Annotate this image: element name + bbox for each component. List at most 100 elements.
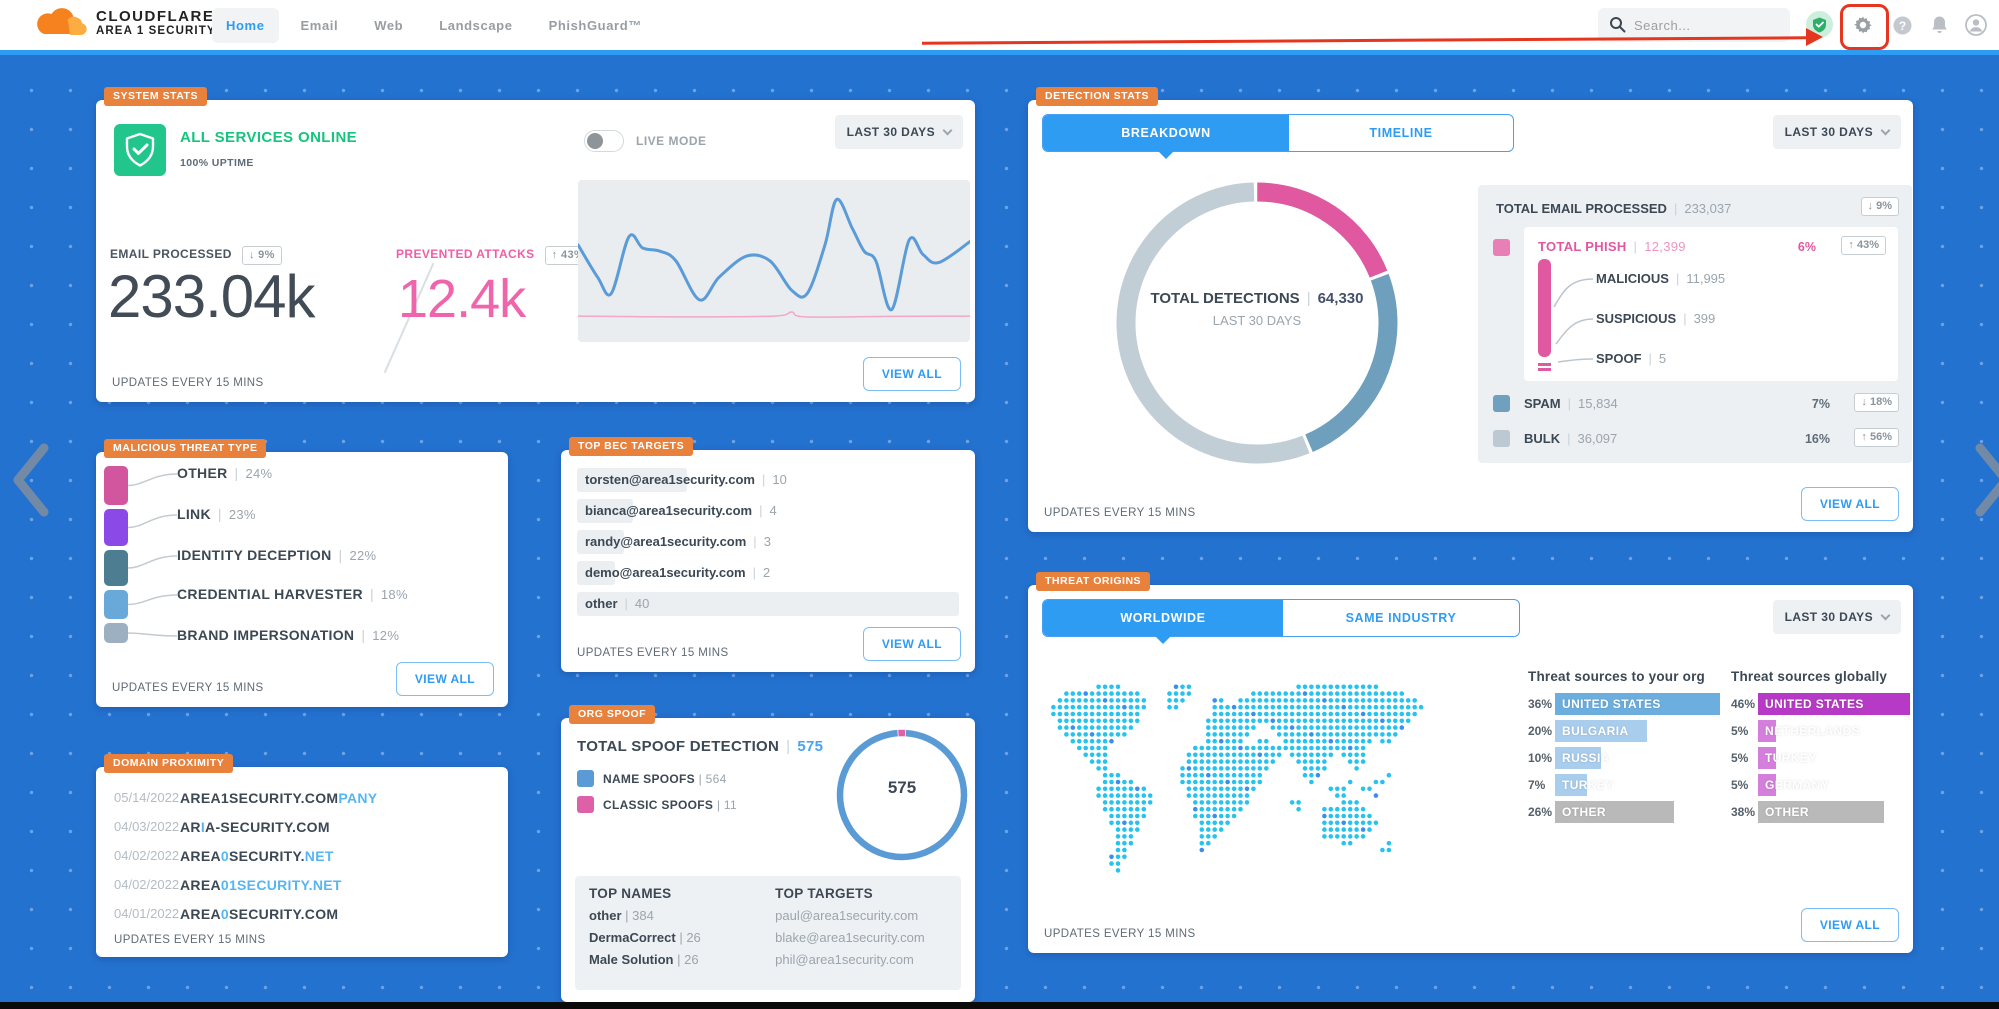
tab-timeline[interactable]: TIMELINE: [1369, 126, 1433, 140]
view-all-button[interactable]: VIEW ALL: [862, 627, 961, 661]
domain-list: 05/14/2022 AREA1SECURITY.COMPANY 04/03/202…: [96, 783, 508, 928]
bec-bar: [577, 561, 615, 585]
email-breakdown-panel: TOTAL EMAIL PROCESSED | 233,037 ↓ 9% TOTAL…: [1478, 185, 1912, 463]
nav-item-email[interactable]: Email: [300, 17, 339, 33]
top-target-row: phil@area1security.com: [775, 952, 914, 967]
nav-item-home[interactable]: Home: [212, 7, 279, 43]
bec-target-row[interactable]: bianca@area1security.com | 4: [577, 499, 959, 523]
services-status-text: ALL SERVICES ONLINE: [180, 129, 358, 146]
nav-item-phishguard[interactable]: PhishGuard™: [548, 17, 642, 33]
help-button[interactable]: ?: [1888, 11, 1916, 39]
threat-type-swatch: [104, 623, 128, 643]
threat-type-row: IDENTITY DECEPTION | 22%: [177, 547, 377, 563]
spoof-donut-chart: [836, 729, 968, 861]
brand-subtitle: AREA 1 SECURITY: [96, 24, 216, 37]
spam-row: SPAM | 15,834: [1524, 396, 1618, 411]
bec-label: torsten@area1security.com | 10: [585, 472, 787, 487]
range-dropdown[interactable]: LAST 30 DAYS: [1772, 115, 1901, 149]
top-targets-header: TOP TARGETS: [775, 886, 873, 901]
spoof-legend: NAME SPOOFS | 564 CLASSIC SPOOFS | 11: [577, 770, 737, 822]
bec-target-row[interactable]: randy@area1security.com | 3: [577, 530, 959, 554]
domain-row[interactable]: 04/01/2022 AREA0SECURITY.COM: [96, 899, 508, 928]
chevron-down-icon: [942, 125, 953, 135]
top-names-list: other | 384 DermaCorrect | 26 Male Solutio…: [589, 905, 775, 971]
spoof-legend-item: NAME SPOOFS | 564: [577, 770, 737, 787]
updates-note: UPDATES EVERY 15 MINS: [1044, 928, 1196, 940]
domain-row[interactable]: 04/02/2022 AREA01SECURITY.NET: [96, 870, 508, 899]
top-target-row: paul@area1security.com: [775, 908, 919, 923]
malicious-threat-type-card: MALICIOUS THREAT TYPE OTHER | 24% LINK | 23% I…: [96, 439, 508, 707]
view-all-button[interactable]: VIEW ALL: [1800, 487, 1899, 521]
origin-percent: 10%: [1528, 751, 1553, 765]
card-tag: ORG SPOOF: [569, 705, 656, 724]
origin-row-unitedstates: 36% UNITED STATES: [1528, 693, 1720, 715]
bec-label: randy@area1security.com | 3: [585, 534, 771, 549]
origin-bar: UNITED STATES: [1758, 693, 1910, 715]
bec-label: demo@area1security.com | 2: [585, 565, 771, 580]
account-button[interactable]: [1962, 11, 1990, 39]
carousel-next-button[interactable]: [1972, 440, 1999, 520]
updates-note: UPDATES EVERY 15 MINS: [577, 647, 729, 659]
origin-bar: BULGARIA: [1555, 720, 1647, 742]
origin-row-russia: 10% RUSSIA: [1528, 747, 1609, 769]
carousel-prev-button[interactable]: [6, 440, 52, 520]
view-all-button[interactable]: VIEW ALL: [862, 357, 961, 391]
spam-swatch: [1493, 395, 1510, 412]
brand-name: CLOUDFLARE: [96, 8, 215, 26]
view-all-button[interactable]: VIEW ALL: [1800, 908, 1899, 942]
org-spoof-card: ORG SPOOF TOTAL SPOOF DETECTION | 575 NAME…: [561, 705, 975, 1002]
threat-type-swatch: [104, 550, 128, 586]
origin-bar: OTHER: [1758, 801, 1884, 823]
domain-row[interactable]: 05/14/2022 AREA1SECURITY.COMPANY: [96, 783, 508, 812]
bec-target-row[interactable]: demo@area1security.com | 2: [577, 561, 959, 585]
spam-delta-badge: ↓ 18%: [1854, 393, 1899, 412]
total-email-delta-badge: ↓ 9%: [1860, 197, 1899, 216]
total-phish-row: TOTAL PHISH | 12,399: [1538, 239, 1686, 254]
origin-percent: 5%: [1731, 751, 1749, 765]
cloudflare-logo[interactable]: CLOUDFLARE AREA 1 SECURITY: [36, 4, 216, 42]
bec-target-row[interactable]: other | 40: [577, 592, 959, 616]
screen-bottom-bar: [0, 1002, 1999, 1009]
bec-bar: [577, 468, 687, 492]
settings-button[interactable]: [1849, 11, 1877, 39]
annotation-highlight-box: [1840, 4, 1889, 50]
card-tag: DOMAIN PROXIMITY: [104, 754, 234, 773]
phish-sub-connectors: [1553, 278, 1594, 363]
top-name-row: other | 384: [589, 908, 654, 923]
bec-target-row[interactable]: torsten@area1security.com | 10: [577, 468, 959, 492]
chevron-down-icon: [1880, 125, 1891, 135]
origin-row-bulgaria: 20% BULGARIA: [1528, 720, 1647, 742]
nav-item-web[interactable]: Web: [374, 17, 404, 33]
nav-accent-bar: [0, 50, 1999, 55]
origin-bar: TURKEY: [1555, 774, 1613, 796]
tab-breakdown[interactable]: BREAKDOWN: [1043, 115, 1289, 159]
updates-note: UPDATES EVERY 15 MINS: [1044, 507, 1196, 519]
phish-breakdown-box: TOTAL PHISH | 12,399 6% ↑ 43% MALICIOUS | 11…: [1524, 227, 1898, 381]
range-dropdown[interactable]: LAST 30 DAYS: [1772, 600, 1901, 634]
view-all-button[interactable]: VIEW ALL: [395, 662, 494, 696]
shield-check-icon: [125, 132, 155, 167]
origin-bar: RUSSIA: [1555, 747, 1609, 769]
range-dropdown[interactable]: LAST 30 DAYS: [834, 115, 963, 149]
live-mode-toggle[interactable]: [584, 130, 624, 152]
domain-row[interactable]: 04/03/2022 ARIA-SECURITY.COM: [96, 812, 508, 841]
card-tag: DETECTION STATS: [1036, 87, 1158, 106]
legend-swatch: [577, 770, 594, 787]
tab-worldwide[interactable]: WORLDWIDE: [1043, 600, 1283, 644]
tab-sameindustry[interactable]: SAME INDUSTRY: [1345, 611, 1457, 625]
notifications-button[interactable]: [1925, 11, 1953, 39]
legend-swatch: [577, 796, 594, 813]
origin-row-other: 26% OTHER: [1528, 801, 1674, 823]
origin-row-netherlands: 5% NETHERLANDS: [1731, 720, 1860, 742]
top-targets-list: paul@area1security.com blake@area1securit…: [775, 905, 947, 971]
phish-sub-row: SPOOF | 5: [1596, 351, 1667, 366]
nav-item-landscape[interactable]: Landscape: [439, 17, 513, 33]
top-name-row: DermaCorrect | 26: [589, 930, 701, 945]
prevented-attacks-label: PREVENTED ATTACKS ↑ 43%: [396, 246, 592, 265]
origin-bar: TURKEY: [1758, 747, 1816, 769]
domain-row[interactable]: 04/02/2022 AREA0SECURITY.NET: [96, 841, 508, 870]
domain-name: AREA0SECURITY.COM: [180, 905, 339, 922]
domain-name: AREA01SECURITY.NET: [180, 876, 342, 893]
origin-percent: 46%: [1731, 697, 1756, 711]
